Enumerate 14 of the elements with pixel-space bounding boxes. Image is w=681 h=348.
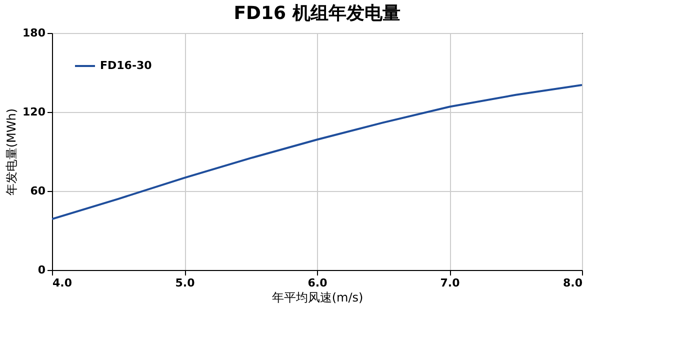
x-tick-label: 6.0 [308, 276, 328, 290]
x-tick-label: 5.0 [175, 276, 196, 290]
y-tick-label: 60 [30, 184, 46, 198]
line-series [52, 84, 582, 220]
y-axis-title: 年发电量(MWh) [4, 108, 19, 196]
x-tick-label: 8.0 [563, 276, 583, 290]
x-axis-title: 年平均风速(m/s) [272, 290, 364, 304]
x-tick-label: 4.0 [52, 276, 72, 290]
y-tick-label: 120 [22, 106, 46, 118]
y-tick-label: 180 [22, 26, 46, 40]
chart-title: FD16 机组年发电量 [234, 3, 400, 24]
x-tick-label: 7.0 [440, 276, 460, 290]
y-tick-label: 0 [38, 264, 46, 276]
legend-label: FD16-30 [100, 59, 152, 72]
